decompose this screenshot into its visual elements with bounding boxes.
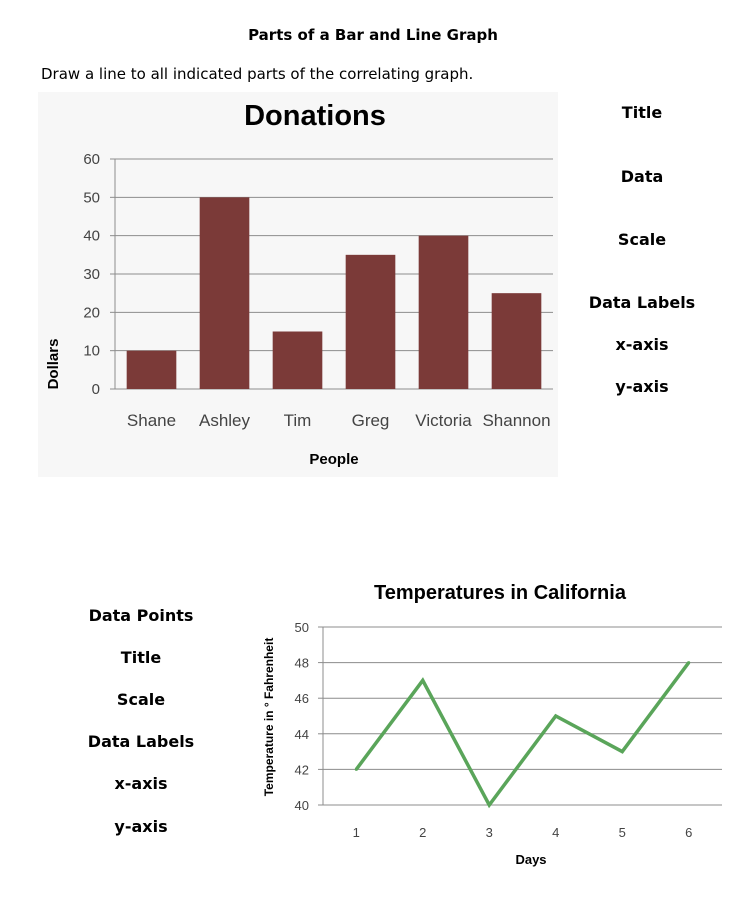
line-chart-ylabel: Temperature in ° Fahrenheit [262, 638, 276, 797]
bar-ashley [199, 197, 250, 389]
worksheet-instructions: Draw a line to all indicated parts of th… [41, 65, 474, 83]
bar-part-label-y-axis: y-axis [615, 377, 669, 396]
worksheet-heading: Parts of a Bar and Line Graph [248, 26, 498, 44]
line-ytick-label: 48 [295, 656, 309, 671]
bar-chart: Donations Dollars People 0 10 20 30 40 50 60 S… [38, 92, 558, 477]
bar-category-label: Victoria [415, 411, 472, 430]
line-data-point [620, 750, 624, 754]
bar-shannon [491, 293, 542, 389]
bar-part-label-title: Title [621, 103, 663, 122]
bar-ytick-label: 20 [83, 304, 100, 321]
bar-ytick-label: 30 [83, 266, 100, 283]
bar-part-label-scale: Scale [617, 230, 667, 249]
bar-ytick-label: 50 [83, 189, 100, 206]
bar-category-label: Shane [127, 411, 176, 430]
line-ytick-label: 46 [295, 691, 309, 706]
bar-part-label-data: Data [620, 167, 664, 186]
line-xtick-label: 2 [419, 825, 426, 840]
bar-shane [126, 350, 177, 389]
line-ytick-label: 42 [295, 762, 309, 777]
line-chart-title: Temperatures in California [374, 582, 627, 604]
line-ytick-label: 44 [295, 727, 309, 742]
line-part-label-data-labels: Data Labels [87, 732, 195, 751]
bar-victoria [418, 235, 469, 389]
bar-ytick-label: 10 [83, 343, 100, 360]
line-xtick-label: 5 [619, 825, 626, 840]
line-chart: Temperatures in California Temperature i… [262, 582, 722, 867]
line-xtick-label: 3 [486, 825, 493, 840]
bar-chart-ylabel: Dollars [45, 339, 62, 390]
line-xtick-label: 1 [353, 825, 360, 840]
bar-part-label-data-labels: Data Labels [588, 293, 696, 312]
line-data-point [421, 678, 425, 682]
line-part-label-title: Title [120, 648, 162, 667]
line-part-label-x-axis: x-axis [114, 774, 168, 793]
line-part-label-data-points: Data Points [88, 606, 194, 625]
line-part-label-y-axis: y-axis [114, 817, 168, 836]
bar-chart-title: Donations [244, 100, 386, 132]
bar-category-label: Greg [352, 411, 390, 430]
line-ytick-label: 40 [295, 798, 309, 813]
bar-ytick-label: 0 [92, 381, 100, 398]
bar-category-label: Shannon [482, 411, 550, 430]
bar-tim [272, 331, 323, 389]
bar-ytick-label: 40 [83, 228, 100, 245]
line-data-point [487, 803, 491, 807]
bar-category-label: Ashley [199, 411, 251, 430]
line-chart-xlabel: Days [515, 852, 546, 867]
bar-part-label-x-axis: x-axis [615, 335, 669, 354]
line-data-point [687, 661, 691, 665]
bar-chart-background [38, 92, 558, 477]
bar-chart-xlabel: People [309, 451, 358, 468]
bar-greg [345, 254, 396, 389]
bar-ytick-label: 60 [83, 151, 100, 168]
line-part-label-scale: Scale [116, 690, 166, 709]
line-data-point [354, 767, 358, 771]
line-data-point [554, 714, 558, 718]
line-ytick-label: 50 [295, 620, 309, 635]
line-series-temperature [354, 661, 691, 809]
line-xtick-label: 4 [552, 825, 559, 840]
bar-category-label: Tim [284, 411, 312, 430]
line-xtick-label: 6 [685, 825, 692, 840]
